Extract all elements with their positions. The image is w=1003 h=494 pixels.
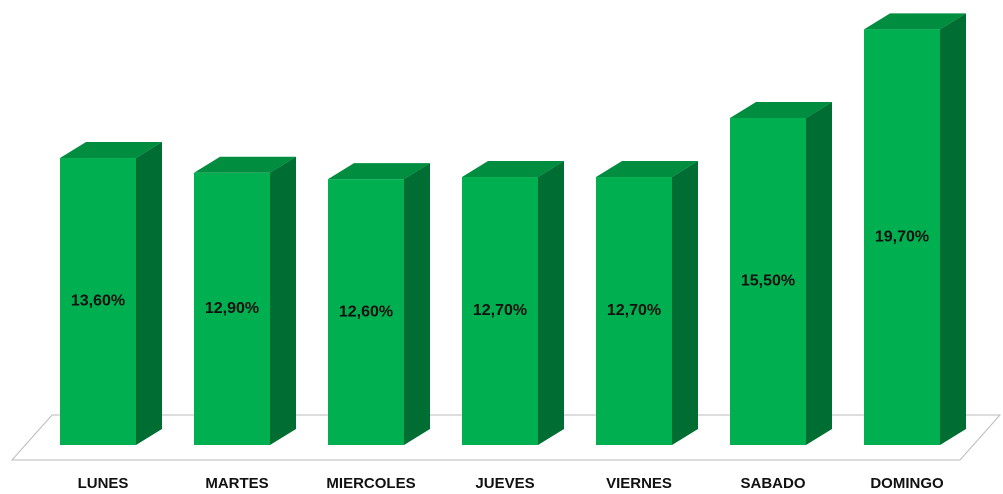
bar <box>60 158 136 446</box>
x-tick-label: MARTES <box>205 475 268 492</box>
value-label: 19,70% <box>875 228 929 245</box>
bar-top <box>864 13 966 30</box>
x-tick-label: LUNES <box>78 475 129 492</box>
bar-top <box>328 163 430 180</box>
x-tick-label: DOMINGO <box>870 475 944 492</box>
bar <box>328 179 404 445</box>
bar <box>194 172 270 445</box>
bar <box>864 29 940 446</box>
bar-side <box>136 142 162 446</box>
bar-top <box>596 161 698 178</box>
bar <box>462 177 538 445</box>
x-tick-label: JUEVES <box>475 475 534 492</box>
x-tick-label: SABADO <box>740 475 805 492</box>
value-label: 12,90% <box>205 300 259 317</box>
bar-top <box>730 101 832 118</box>
bar-side <box>672 161 698 445</box>
value-label: 15,50% <box>741 273 795 290</box>
bar-top <box>462 161 564 178</box>
bar-side <box>270 156 296 445</box>
bar <box>596 177 672 445</box>
bar-side <box>404 163 430 445</box>
bar-side <box>538 161 564 445</box>
value-label: 12,70% <box>607 302 661 319</box>
value-label: 13,60% <box>71 293 125 310</box>
value-label: 12,60% <box>339 303 393 320</box>
bar-top <box>60 142 162 159</box>
x-tick-label: VIERNES <box>606 475 672 492</box>
bar-side <box>806 101 832 445</box>
value-label: 12,70% <box>473 302 527 319</box>
bar-side <box>940 13 966 446</box>
bar <box>730 117 806 445</box>
bar-top <box>194 156 296 173</box>
x-tick-label: MIERCOLES <box>326 475 415 492</box>
